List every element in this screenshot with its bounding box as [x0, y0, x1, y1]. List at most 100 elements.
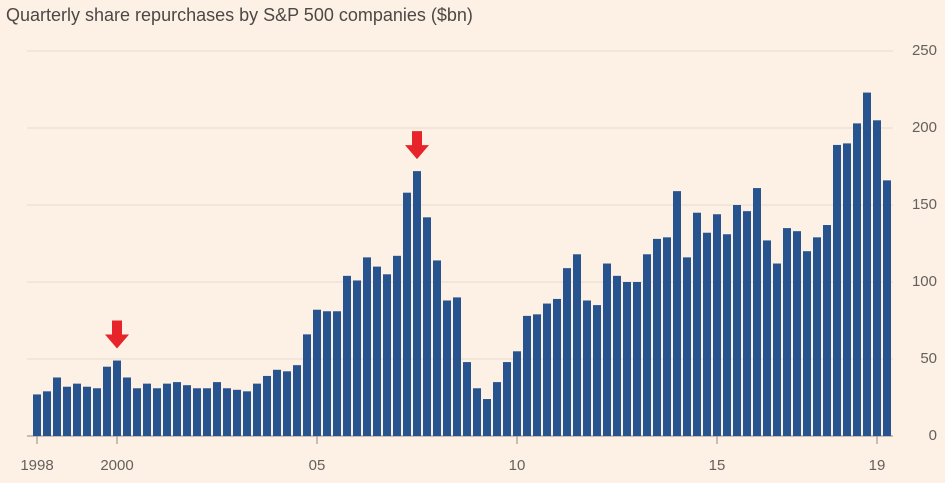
- bar: [823, 225, 831, 436]
- bar: [353, 280, 361, 436]
- bar: [763, 240, 771, 436]
- bar: [843, 143, 851, 436]
- bar: [703, 232, 711, 436]
- bar: [623, 282, 631, 436]
- bar: [683, 257, 691, 436]
- bar: [613, 275, 621, 436]
- chart-title: Quarterly share repurchases by S&P 500 c…: [6, 5, 473, 25]
- bar: [743, 211, 751, 436]
- bar: [713, 214, 721, 436]
- bar: [653, 238, 661, 436]
- bar: [523, 315, 531, 436]
- bar: [113, 360, 121, 436]
- bar: [693, 212, 701, 436]
- bar: [573, 254, 581, 436]
- bar: [773, 263, 781, 436]
- y-tick-label: 250: [912, 42, 937, 59]
- bar: [853, 123, 861, 436]
- y-tick-label: 0: [929, 427, 937, 444]
- bar: [723, 234, 731, 436]
- bar: [833, 144, 841, 436]
- bar: [403, 192, 411, 436]
- bar: [633, 282, 641, 436]
- bar: [863, 92, 871, 436]
- bar: [53, 377, 61, 436]
- bar: [233, 389, 241, 436]
- bar: [163, 383, 171, 436]
- bar: [43, 391, 51, 436]
- bar: [213, 382, 221, 436]
- bar: [733, 205, 741, 436]
- bar: [393, 255, 401, 436]
- y-tick-label: 100: [912, 273, 937, 290]
- bar: [553, 298, 561, 436]
- x-tick-label: 1998: [20, 457, 53, 474]
- bar: [803, 251, 811, 436]
- bar: [243, 391, 251, 436]
- bar: [443, 300, 451, 436]
- bar: [663, 237, 671, 436]
- y-tick-label: 150: [912, 196, 937, 213]
- arrow: [405, 131, 429, 160]
- bar: [193, 388, 201, 436]
- y-tick-label: 200: [912, 119, 937, 136]
- bar: [413, 171, 421, 436]
- bar: [153, 388, 161, 436]
- bar: [273, 369, 281, 436]
- x-tick-label: 05: [309, 457, 326, 474]
- arrow: [105, 320, 129, 349]
- bar: [873, 120, 881, 437]
- x-tick-label: 10: [509, 457, 526, 474]
- bar: [293, 365, 301, 436]
- bar: [783, 228, 791, 436]
- bar: [263, 375, 271, 436]
- bar: [93, 388, 101, 436]
- bar: [883, 180, 891, 436]
- bar: [463, 362, 471, 436]
- bar: [303, 334, 311, 436]
- bar: [483, 399, 491, 436]
- bar: [73, 383, 81, 436]
- bar: [793, 231, 801, 436]
- bar: [173, 382, 181, 436]
- bar: [423, 217, 431, 436]
- bar: [473, 388, 481, 436]
- bar: [513, 351, 521, 436]
- bar: [63, 386, 71, 436]
- bar: [133, 388, 141, 436]
- bar: [313, 309, 321, 436]
- bar: [583, 300, 591, 436]
- bar: [753, 188, 761, 436]
- bar: [223, 388, 231, 436]
- bar: [363, 257, 371, 436]
- bar: [143, 383, 151, 436]
- bar: [433, 260, 441, 436]
- bar: [373, 266, 381, 436]
- bar: [183, 385, 191, 436]
- bar: [453, 297, 461, 436]
- bar: [643, 254, 651, 436]
- bar: [673, 191, 681, 436]
- bar: [563, 268, 571, 436]
- bar: [543, 303, 551, 436]
- x-tick-label: 2000: [100, 457, 133, 474]
- bar: [323, 311, 331, 436]
- y-tick-label: 50: [920, 350, 937, 367]
- bar: [283, 371, 291, 436]
- bar: [533, 314, 541, 436]
- bar: [103, 366, 111, 436]
- bar: [33, 394, 41, 436]
- bar: [123, 377, 131, 436]
- bar: [493, 382, 501, 436]
- x-tick-label: 15: [709, 457, 726, 474]
- bar: [253, 383, 261, 436]
- bar: [83, 386, 91, 436]
- bar: [383, 274, 391, 436]
- bar: [333, 311, 341, 436]
- bar: [603, 263, 611, 436]
- bar: [593, 305, 601, 436]
- bar: [813, 237, 821, 436]
- x-tick-label: 19: [869, 457, 886, 474]
